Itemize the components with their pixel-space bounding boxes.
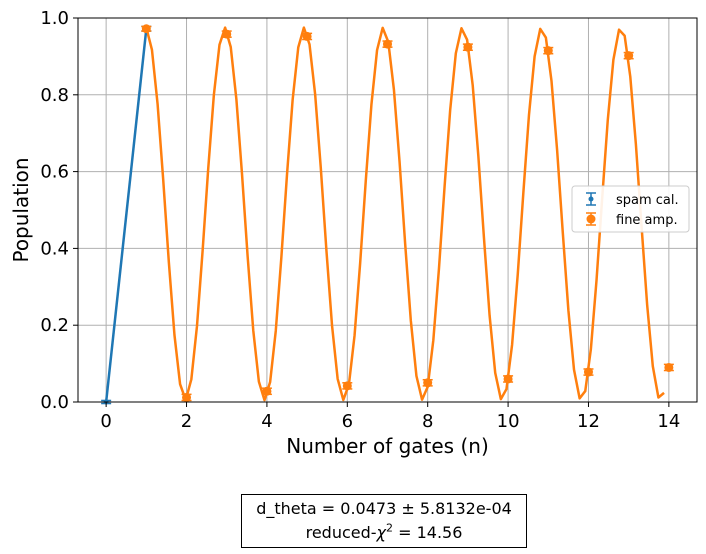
- axes-frame: [77, 17, 698, 403]
- x-tick-label: 8: [422, 411, 433, 432]
- legend-label-spam-cal: spam cal.: [616, 193, 679, 208]
- y-tick-label: 0.2: [40, 315, 69, 336]
- chi-prefix: reduced-: [305, 523, 377, 542]
- y-axis-label: Population: [9, 157, 33, 262]
- data-point: [663, 362, 674, 372]
- x-axis-label: Number of gates (n): [286, 434, 489, 458]
- fit-curve: [145, 26, 665, 402]
- chi-value: = 14.56: [393, 523, 463, 542]
- y-tick-label: 0.0: [40, 392, 69, 413]
- data-point: [141, 24, 152, 34]
- legend-box: [571, 185, 690, 233]
- x-tick-label: 2: [181, 411, 192, 432]
- data-point: [422, 378, 433, 388]
- data-series: [101, 24, 674, 405]
- marker: [543, 46, 553, 56]
- fit-curve-line: [145, 26, 665, 402]
- marker: [463, 42, 473, 52]
- data-point: [342, 381, 353, 391]
- legend: spam cal. fine amp.: [571, 185, 690, 233]
- marker: [302, 31, 312, 41]
- data-point: [503, 374, 514, 384]
- marker: [383, 39, 392, 49]
- x-axis-ticks: 0 2 4 6 8 10 12 14: [100, 402, 680, 432]
- data-point: [181, 392, 192, 402]
- y-axis-ticks: 0.0 0.2 0.4 0.6 0.8 1.0: [40, 8, 78, 413]
- marker: [624, 51, 634, 61]
- marker: [182, 392, 192, 402]
- marker: [664, 362, 674, 372]
- series-fine-amp: [141, 24, 674, 402]
- x-tick-label: 0: [100, 411, 111, 432]
- y-tick-label: 0.4: [40, 238, 69, 259]
- marker: [222, 29, 232, 39]
- marker: [342, 381, 352, 391]
- data-point: [221, 29, 232, 39]
- d-theta-line: d_theta = 0.0473 ± 5.8132e-04: [256, 499, 512, 518]
- x-tick-label: 12: [577, 411, 600, 432]
- legend-label-fine-amp: fine amp.: [616, 213, 678, 228]
- y-tick-label: 0.6: [40, 162, 69, 183]
- x-tick-label: 6: [342, 411, 353, 432]
- data-point: [583, 367, 594, 377]
- marker: [503, 374, 513, 384]
- legend-marker-spam-cal: [586, 192, 596, 206]
- y-tick-label: 1.0: [40, 8, 69, 29]
- marker: [423, 378, 433, 388]
- marker: [583, 367, 593, 377]
- x-tick-label: 10: [497, 411, 520, 432]
- legend-marker-fine-amp: [586, 212, 596, 226]
- y-tick-label: 0.8: [40, 85, 69, 106]
- marker: [141, 24, 151, 34]
- data-point: [302, 31, 313, 41]
- x-tick-label: 14: [657, 411, 680, 432]
- x-tick-label: 4: [261, 411, 272, 432]
- marker: [262, 386, 272, 396]
- data-point: [623, 51, 634, 61]
- data-point: [543, 46, 554, 56]
- chi-squared-line: reduced-χ2 = 14.56: [242, 521, 526, 545]
- fit-result-box: d_theta = 0.0473 ± 5.8132e-04 reduced-χ2…: [241, 494, 527, 548]
- data-point: [382, 39, 393, 49]
- chi-superscript: 2: [386, 521, 393, 535]
- data-point: [462, 42, 473, 52]
- chi-symbol: χ: [376, 523, 386, 542]
- series-spam-cal: [101, 25, 152, 405]
- spam-cal-line: [104, 28, 148, 403]
- data-point: [261, 386, 272, 396]
